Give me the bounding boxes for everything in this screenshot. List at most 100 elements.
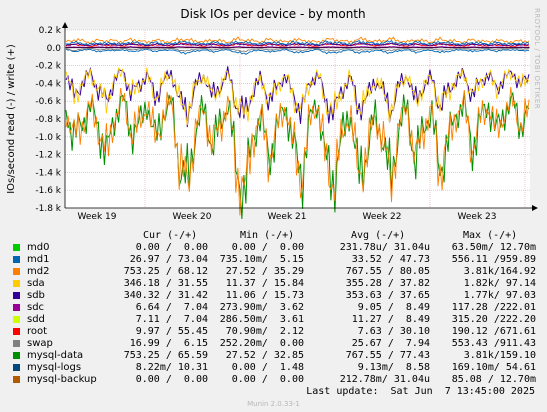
legend-avg: 9.05 / 8.49 bbox=[357, 302, 430, 313]
legend-max: 315.20 /222.20 bbox=[451, 314, 536, 325]
legend: md0 0.00 / 0.00 0.00 / 0.00 231.78u/ 31.… bbox=[0, 242, 547, 386]
legend-avg: 212.78m/ 31.04u bbox=[339, 374, 430, 385]
legend-cur: 16.99 / 6.15 bbox=[129, 338, 208, 349]
legend-row-sdd: sdd 7.11 / 7.04 286.50m/ 3.61 11.27 / 8.… bbox=[0, 314, 547, 326]
legend-cur: 6.64 / 7.04 bbox=[135, 302, 208, 313]
legend-name: swap bbox=[27, 338, 53, 349]
legend-avg: 7.63 / 30.10 bbox=[357, 326, 430, 337]
legend-avg: 231.78u/ 31.04u bbox=[339, 242, 430, 253]
swatch-mysql-logs bbox=[13, 364, 20, 371]
series-line-sdb-write bbox=[65, 42, 530, 47]
x-tick-label: Week 21 bbox=[268, 212, 307, 222]
legend-min: 0.00 / 0.00 bbox=[231, 374, 304, 385]
legend-cur: 9.97 / 55.45 bbox=[135, 326, 208, 337]
x-tick-label: Week 23 bbox=[458, 212, 497, 222]
legend-min: 0.00 / 0.00 bbox=[231, 242, 304, 253]
legend-header-avg: Avg (-/+) bbox=[351, 230, 406, 241]
swatch-md0 bbox=[13, 244, 20, 251]
legend-max: 556.11 /959.89 bbox=[451, 254, 536, 265]
legend-row-sdc: sdc 6.64 / 7.04 273.90m/ 3.62 9.05 / 8.4… bbox=[0, 302, 547, 314]
legend-cur: 26.97 / 73.04 bbox=[129, 254, 208, 265]
legend-name: sda bbox=[27, 278, 45, 289]
legend-header-min: Min (-/+) bbox=[240, 230, 295, 241]
legend-max: 63.50m/ 12.70m bbox=[451, 242, 536, 253]
legend-name: md0 bbox=[27, 242, 50, 253]
y-tick-label: -1.4 k bbox=[35, 168, 61, 178]
series-line-sda-read bbox=[65, 67, 530, 126]
legend-min: 273.90m/ 3.62 bbox=[219, 302, 304, 313]
y-tick-label: -1.8 k bbox=[35, 204, 61, 214]
legend-row-mysql-data: mysql-data 753.25 / 65.59 27.52 / 32.85 … bbox=[0, 350, 547, 362]
munin-version: Munin 2.0.33-1 bbox=[247, 400, 300, 408]
legend-max: 190.12 /671.61 bbox=[451, 326, 536, 337]
legend-row-swap: swap 16.99 / 6.15 252.20m/ 0.00 25.67 / … bbox=[0, 338, 547, 350]
legend-row-sda: sda 346.18 / 31.55 11.37 / 15.84 355.28 … bbox=[0, 278, 547, 290]
y-tick-label: -0.8 k bbox=[35, 115, 61, 125]
legend-cur: 340.32 / 31.42 bbox=[123, 290, 208, 301]
swatch-mysql-backup bbox=[13, 376, 20, 383]
legend-name: mysql-data bbox=[27, 350, 84, 361]
y-tick-label: -1.6 k bbox=[35, 186, 61, 196]
legend-row-root: root 9.97 / 55.45 70.90m/ 2.12 7.63 / 30… bbox=[0, 326, 547, 338]
legend-name: sdd bbox=[27, 314, 45, 325]
legend-cur: 753.25 / 65.59 bbox=[123, 350, 208, 361]
legend-avg: 33.52 / 47.73 bbox=[351, 254, 430, 265]
legend-avg: 9.13m/ 8.58 bbox=[357, 362, 430, 373]
y-tick-label: -0.2 k bbox=[35, 62, 61, 72]
y-tick-label: -1.0 k bbox=[35, 133, 61, 143]
legend-min: 735.10m/ 5.15 bbox=[219, 254, 304, 265]
legend-max: 169.10m/ 54.61 bbox=[451, 362, 536, 373]
legend-name: sdc bbox=[27, 302, 45, 313]
legend-cur: 8.22m/ 10.31 bbox=[135, 362, 208, 373]
series-line-sdc-write bbox=[65, 46, 530, 48]
legend-max: 3.81k/159.10 bbox=[463, 350, 536, 361]
legend-min: 11.37 / 15.84 bbox=[225, 278, 304, 289]
legend-max: 3.81k/164.92 bbox=[463, 266, 536, 277]
last-update: Last update: Sat Jun 7 13:45:00 2025 bbox=[306, 386, 535, 397]
series-line-swap-read bbox=[65, 47, 530, 53]
y-tick-label: -0.4 k bbox=[35, 79, 61, 89]
legend-cur: 0.00 / 0.00 bbox=[135, 242, 208, 253]
chart: Disk IOs per device - by month IOs/secon… bbox=[6, 7, 538, 222]
legend-min: 286.50m/ 3.61 bbox=[219, 314, 304, 325]
legend-cur: 7.11 / 7.04 bbox=[135, 314, 208, 325]
legend-cur: 346.18 / 31.55 bbox=[123, 278, 208, 289]
legend-avg: 353.63 / 37.65 bbox=[345, 290, 430, 301]
legend-min: 252.20m/ 0.00 bbox=[219, 338, 304, 349]
legend-max: 553.43 /911.43 bbox=[451, 338, 536, 349]
swatch-sdc bbox=[13, 304, 20, 311]
legend-name: md1 bbox=[27, 254, 50, 265]
y-tick-label: 0.0 bbox=[47, 44, 62, 54]
swatch-md2 bbox=[13, 268, 20, 275]
x-tick-label: Week 22 bbox=[363, 212, 402, 222]
rrdtool-credit: RRDTOOL / TOBI OETIKER bbox=[533, 8, 541, 110]
series-line-root-write bbox=[66, 41, 530, 47]
legend-row-md0: md0 0.00 / 0.00 0.00 / 0.00 231.78u/ 31.… bbox=[0, 242, 547, 254]
swatch-sdd bbox=[13, 316, 20, 323]
legend-header: Cur (-/+) Min (-/+) Avg (-/+) Max (-/+) bbox=[0, 230, 547, 242]
y-tick-label: 0.2 k bbox=[39, 26, 62, 36]
series-line-md1-read bbox=[65, 48, 530, 55]
legend-min: 27.52 / 35.29 bbox=[225, 266, 304, 277]
legend-min: 0.00 / 1.48 bbox=[231, 362, 304, 373]
legend-avg: 767.55 / 77.43 bbox=[345, 350, 430, 361]
legend-row-md2: md2 753.25 / 68.12 27.52 / 35.29 767.55 … bbox=[0, 266, 547, 278]
y-axis-arrow bbox=[62, 22, 68, 28]
y-axis-label: IOs/second read (-) / write (+) bbox=[6, 44, 17, 194]
legend-max: 1.77k/ 97.03 bbox=[463, 290, 536, 301]
legend-min: 70.90m/ 2.12 bbox=[225, 326, 304, 337]
series-line-mysql-data-read bbox=[65, 91, 530, 220]
swatch-mysql-data bbox=[13, 352, 20, 359]
legend-name: mysql-backup bbox=[27, 374, 97, 385]
swatch-root bbox=[13, 328, 20, 335]
legend-avg: 25.67 / 7.94 bbox=[351, 338, 430, 349]
x-tick-label: Week 20 bbox=[173, 212, 212, 222]
series-line-md2-write bbox=[65, 36, 530, 45]
legend-cur: 0.00 / 0.00 bbox=[135, 374, 208, 385]
legend-row-mysql-backup: mysql-backup 0.00 / 0.00 0.00 / 0.00 212… bbox=[0, 374, 547, 386]
legend-name: root bbox=[27, 326, 48, 337]
legend-min: 11.06 / 15.73 bbox=[225, 290, 304, 301]
series-line-md2-read bbox=[65, 86, 530, 216]
chart-title: Disk IOs per device - by month bbox=[180, 7, 365, 21]
legend-row-sdb: sdb 340.32 / 31.42 11.06 / 15.73 353.63 … bbox=[0, 290, 547, 302]
